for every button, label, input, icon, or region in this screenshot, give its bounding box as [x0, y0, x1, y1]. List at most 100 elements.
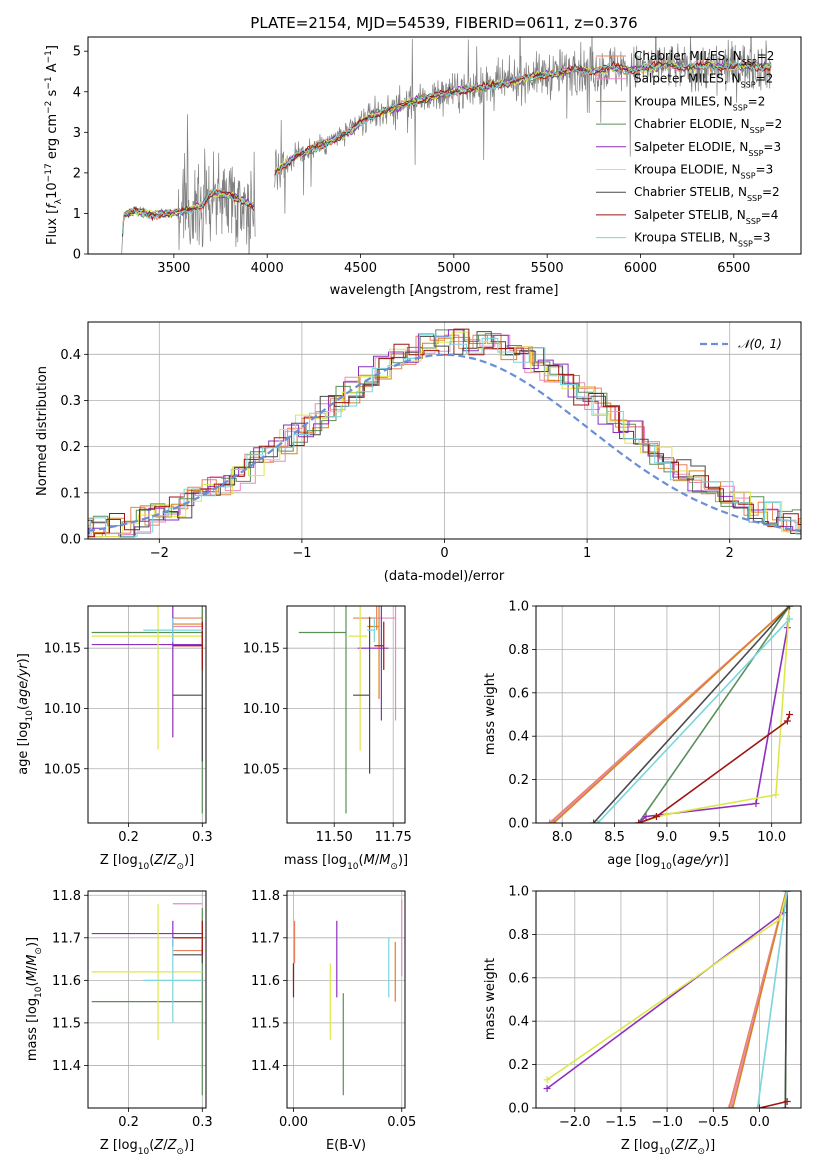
axes-frame — [286, 890, 406, 1109]
x-axis-label: (data-model)/error — [384, 569, 505, 584]
residual-histogram-7 — [88, 328, 801, 538]
plus-marker — [635, 819, 643, 823]
y-axis-label: mass weight — [483, 673, 498, 755]
x-tick-label: 4000 — [251, 261, 284, 276]
x-tick-label: 5000 — [437, 261, 470, 276]
axes-frame — [87, 890, 207, 1109]
x-tick-label: 8.0 — [552, 830, 573, 845]
plus-marker — [754, 1104, 762, 1108]
x-tick-label: 0.05 — [387, 1115, 416, 1130]
legend-entry: Kroupa ELODIE, NSSP=3 — [634, 163, 773, 181]
plus-marker — [727, 1104, 735, 1108]
chart-title: PLATE=2154, MJD=54539, FIBERID=0611, z=0… — [250, 14, 637, 32]
observed-spectrum-line — [119, 37, 772, 254]
axes-frame — [87, 605, 207, 824]
errorbar-point — [172, 937, 203, 964]
plot-area — [536, 606, 801, 823]
y-tick-label: 11.5 — [52, 1016, 81, 1031]
y-tick-label: 1.0 — [508, 600, 529, 615]
legend-entry: Salpeter MILES, NSSP=2 — [634, 72, 773, 90]
y-tick-label: 11.8 — [52, 889, 81, 904]
errorbar-point — [376, 606, 397, 721]
y-tick-label: 10.15 — [44, 642, 81, 657]
panel-spectrum: 3500 4000 4500 5000 5500 6000 6500 0 1 2 3 4 5 PLATE=… — [44, 14, 802, 298]
axes-frame — [87, 36, 802, 255]
y-tick-label: 0.8 — [508, 643, 529, 658]
mass-weight-line-8 — [597, 618, 791, 823]
y-tick-label: 11.6 — [251, 974, 280, 989]
y-axis-label: Flux [fλ10−17 erg cm−2 s−1 A−1] — [44, 45, 64, 245]
plus-marker — [652, 812, 660, 820]
plus-marker — [783, 717, 791, 725]
plot-area — [536, 891, 801, 1108]
x-axis-label: wavelength [Angstrom, rest frame] — [330, 283, 559, 298]
y-tick-label: 0.6 — [508, 971, 529, 986]
y-tick-label: 0.0 — [508, 817, 529, 832]
x-tick-label: 10.0 — [757, 830, 786, 845]
errorbar-point — [298, 606, 347, 814]
model-spectrum-8 — [122, 60, 772, 234]
plus-marker — [550, 819, 558, 823]
y-tick-label: 10.05 — [44, 762, 81, 777]
residual-histogram-6 — [88, 331, 801, 538]
y-tick-label: 1.0 — [508, 885, 529, 900]
legend: Chabrier MILES, NSSP=2 Salpeter MILES, NS… — [596, 49, 782, 248]
residual-histogram-8 — [88, 333, 801, 537]
legend-entry: Kroupa MILES, NSSP=2 — [634, 94, 765, 112]
x-axis-label: age [log10(age/yr)] — [607, 853, 729, 872]
y-tick-label: 0.0 — [508, 1102, 529, 1117]
panel-age-vs-Z: 0.2 0.3 10.05 10.10 10.15 Z [log10(Z/Z⊙)] age … — [16, 605, 213, 872]
errorbar-point — [374, 621, 385, 670]
plus-marker — [781, 1104, 789, 1108]
errorbar-point — [91, 606, 203, 738]
plus-marker — [776, 915, 784, 923]
x-tick-label: 0.2 — [118, 830, 139, 845]
plus-marker — [543, 1076, 551, 1084]
plus-marker — [772, 791, 780, 799]
y-tick-label: 0.4 — [508, 1015, 529, 1030]
plot-area — [287, 891, 405, 1108]
errorbar-point — [353, 616, 371, 774]
axes-frame — [535, 605, 802, 824]
y-tick-label: 0.3 — [60, 394, 81, 409]
errorbar-point — [172, 946, 203, 964]
panel-age-vs-mass: 11.50 11.75 10.05 10.10 10.15 mass [log10(M/M… — [243, 605, 412, 872]
mass-weight-line-8 — [756, 891, 788, 1108]
panel-mass-vs-Z: 0.2 0.3 11.4 11.5 11.6 11.7 11.8 Z [log10(Z/Z⊙)… — [25, 889, 213, 1157]
y-tick-label: 11.6 — [52, 974, 81, 989]
errorbar-point — [91, 606, 203, 750]
x-axis-label: Z [log10(Z/Z⊙)] — [621, 1138, 715, 1157]
axes-frame — [87, 321, 802, 540]
plot-area — [88, 322, 801, 539]
mass-weight-line-7 — [759, 1100, 788, 1108]
y-axis-label: Normed distribution — [35, 366, 50, 496]
gaussian-reference-line — [88, 353, 801, 532]
legend-entry: Kroupa STELIB, NSSP=3 — [634, 231, 771, 249]
x-tick-label: 6500 — [717, 261, 750, 276]
y-tick-label: 0.4 — [508, 730, 529, 745]
legend-entry: Chabrier ELODIE, NSSP=2 — [634, 117, 782, 135]
mass-weight-line-2 — [553, 606, 791, 823]
x-tick-label: 4500 — [344, 261, 377, 276]
plus-marker — [594, 819, 602, 823]
x-tick-label: 11.50 — [316, 830, 353, 845]
plus-marker — [785, 615, 793, 623]
panel-massweight-vs-age: 8.0 8.5 9.0 9.5 10.0 0.0 0.2 0.4 0.6 0.8 1.0 age [l… — [483, 600, 802, 872]
y-tick-label: 10.10 — [44, 702, 81, 717]
plot-area — [88, 891, 206, 1108]
y-tick-label: 11.7 — [52, 931, 81, 946]
y-tick-label: 0.0 — [60, 533, 81, 548]
plot-area — [287, 606, 405, 823]
plot-area — [88, 606, 206, 823]
errorbar-point — [91, 920, 203, 947]
axes-frame — [286, 605, 406, 824]
y-tick-label: 0.2 — [508, 1058, 529, 1073]
errorbar-point — [91, 908, 203, 1096]
x-tick-label: 11.75 — [375, 830, 412, 845]
errorbar-point — [348, 606, 368, 751]
legend-entry: Salpeter STELIB, NSSP=4 — [634, 208, 778, 226]
panel-massweight-vs-Z: −2.0 −1.5 −1.0 −0.5 0.0 0.0 0.2 0.4 0.6 0.8 1.0 Z [… — [483, 885, 802, 1157]
x-tick-label: −1.5 — [605, 1115, 637, 1130]
mass-weight-line-3 — [637, 606, 791, 823]
errorbar-point — [143, 618, 203, 643]
